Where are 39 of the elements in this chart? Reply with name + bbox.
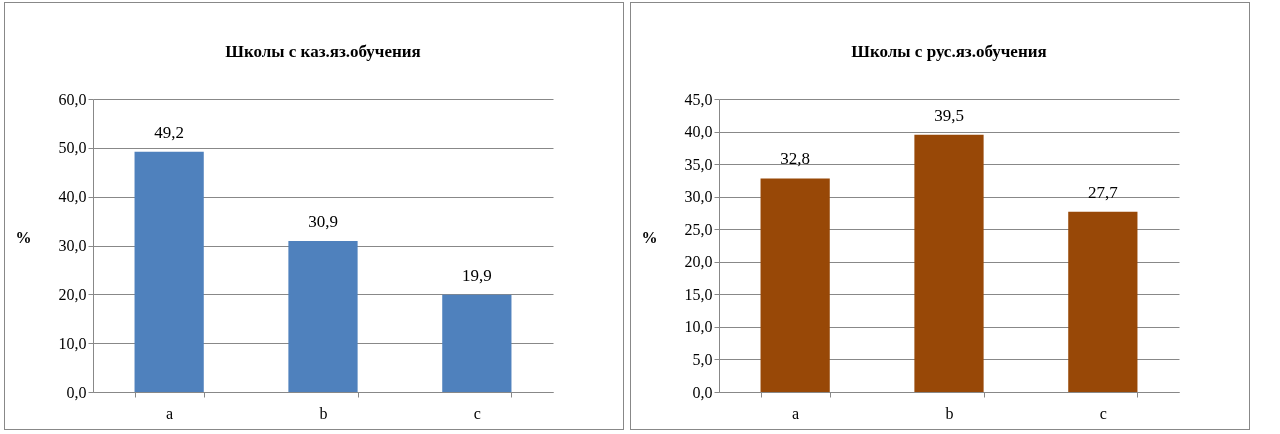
y-tick-label: 25,0 [684, 220, 713, 238]
y-tick-label: 0,0 [66, 383, 87, 401]
bar [442, 294, 512, 392]
x-tick-label: b [945, 404, 954, 422]
y-tick-label: 30,0 [684, 188, 713, 206]
y-tick-label: 45,0 [684, 90, 713, 108]
x-tick-label: a [166, 404, 174, 422]
y-tick-label: 20,0 [58, 285, 87, 303]
data-label: 32,8 [780, 149, 811, 169]
chart-title: Школы с каз.яз.обучения [225, 42, 421, 61]
data-label: 27,7 [1087, 182, 1119, 202]
data-label: 39,5 [934, 105, 964, 125]
y-tick-label: 40,0 [58, 188, 87, 206]
x-tick-label: c [473, 404, 481, 422]
y-tick-label: 5,0 [692, 350, 713, 368]
y-tick-label: 35,0 [684, 155, 713, 173]
bar [134, 151, 204, 392]
data-label: 30,9 [308, 212, 338, 232]
bar [914, 134, 984, 392]
y-tick-label: 10,0 [684, 318, 713, 336]
x-tick-label: a [792, 404, 800, 422]
bar [1068, 211, 1138, 392]
y-tick-label: 60,0 [58, 90, 87, 108]
y-axis-title: % [641, 229, 658, 246]
y-tick-label: 0,0 [692, 383, 713, 401]
data-label: 19,9 [461, 265, 492, 285]
bar [760, 178, 830, 392]
y-tick-label: 15,0 [684, 285, 713, 303]
chart-title: Школы с рус.яз.обучения [851, 42, 1047, 61]
y-tick-label: 40,0 [684, 123, 713, 141]
y-axis-title: % [15, 229, 32, 246]
bar [288, 241, 358, 392]
y-tick-label: 30,0 [58, 237, 87, 254]
data-label: 49,2 [154, 122, 185, 142]
x-tick-label: b [319, 404, 328, 422]
y-tick-label: 50,0 [58, 139, 87, 157]
x-tick-label: c [1099, 404, 1107, 422]
y-tick-label: 10,0 [58, 334, 87, 352]
y-tick-label: 20,0 [684, 253, 713, 271]
